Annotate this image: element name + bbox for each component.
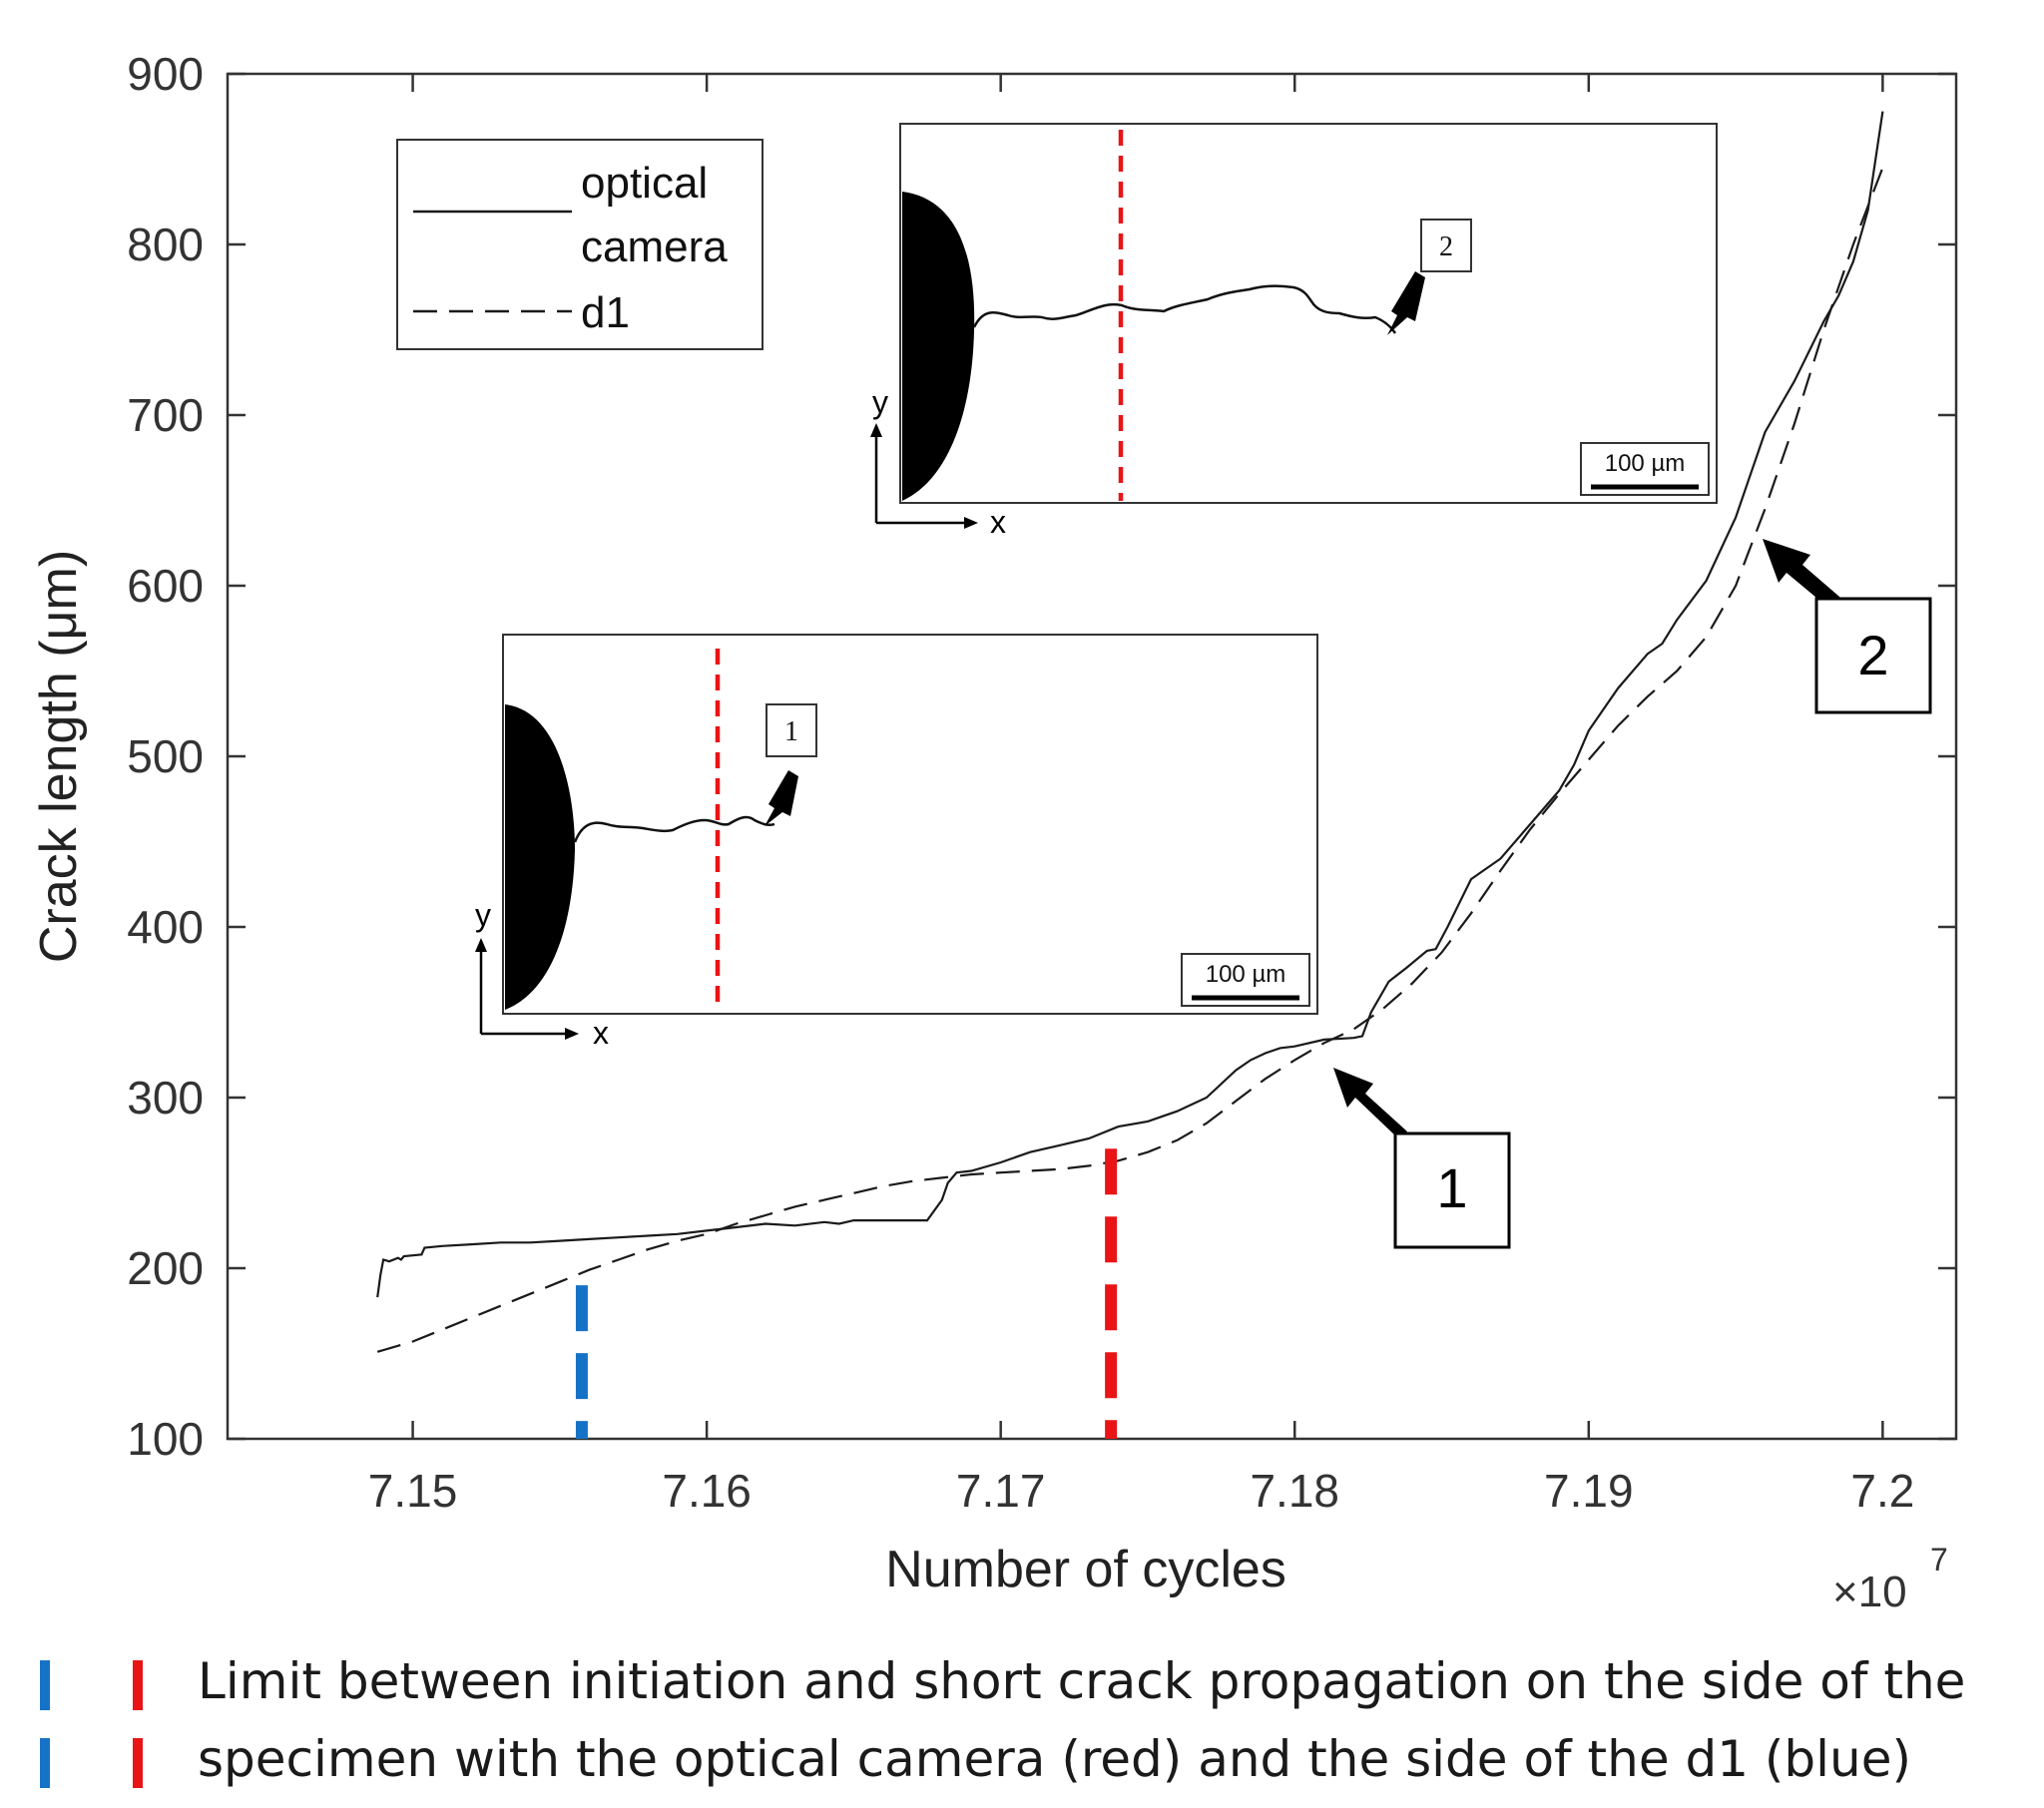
- inset-1-axis-y: y: [475, 897, 491, 933]
- inset-1-label: 1: [784, 716, 798, 747]
- callout-2-label: 2: [1857, 624, 1888, 686]
- inset-2-scale-text: 100 µm: [1605, 450, 1686, 477]
- x-tick-label: 7.15: [368, 1465, 458, 1517]
- inset-2-label: 2: [1439, 231, 1453, 262]
- x-tick-label: 7.16: [662, 1465, 752, 1517]
- inset-2-arrow: [1387, 271, 1425, 335]
- legend-label-optical: optical: [581, 159, 708, 208]
- legend: optical camera d1: [396, 139, 764, 350]
- legend-label-d1: d1: [581, 288, 630, 337]
- inset-1-crack-path: [573, 815, 775, 843]
- inset-2-axis-y: y: [872, 384, 888, 420]
- x-axis-label: Number of cycles: [885, 1541, 1286, 1598]
- x-axis-ticks: 7.15 7.16 7.17 7.18 7.19 7.2: [368, 74, 1914, 1517]
- caption-red-marker: [133, 1738, 143, 1788]
- caption-text-2: specimen with the optical camera (red) a…: [198, 1730, 1912, 1788]
- inset-2: 2 100 µm y x: [870, 123, 1718, 540]
- legend-label-camera: camera: [581, 223, 728, 271]
- y-tick-label: 100: [127, 1413, 204, 1465]
- inset-2-axis-x: x: [990, 504, 1006, 540]
- crack-length-chart: 7.15 7.16 7.17 7.18 7.19 7.2 100 200 300 400 500 6…: [30, 48, 1958, 1616]
- y-tick-label: 400: [127, 901, 204, 953]
- x-multiplier-exponent: 7: [1930, 1542, 1948, 1578]
- x-tick-label: 7.2: [1850, 1465, 1914, 1517]
- x-multiplier: ×10: [1832, 1568, 1907, 1616]
- y-tick-label: 500: [127, 730, 204, 782]
- inset-1: 1 100 µm y x: [475, 634, 1318, 1051]
- caption-blue-marker: [40, 1738, 50, 1788]
- inset-1-scale-text: 100 µm: [1206, 961, 1286, 988]
- x-tick-label: 7.18: [1250, 1465, 1339, 1517]
- inset-1-arrow: [765, 770, 798, 826]
- y-tick-label: 300: [127, 1072, 204, 1124]
- x-tick-label: 7.17: [956, 1465, 1046, 1517]
- series-optical-camera-line: [376, 111, 1884, 1298]
- inset-1-axis-x: x: [593, 1015, 609, 1051]
- y-tick-label: 600: [127, 560, 204, 612]
- callout-2: 2: [1763, 539, 1932, 714]
- caption-text-1: Limit between initiation and short crack…: [198, 1652, 1966, 1710]
- caption-red-marker: [133, 1660, 143, 1710]
- caption-line-2: specimen with the optical camera (red) a…: [40, 1724, 2026, 1800]
- y-axis-label: Crack length (μm): [30, 550, 88, 963]
- callout-1: 1: [1333, 1068, 1511, 1249]
- caption-line-1: Limit between initiation and short crack…: [40, 1646, 2026, 1722]
- y-tick-label: 900: [127, 48, 204, 100]
- callout-1-label: 1: [1436, 1156, 1467, 1219]
- caption-blue-marker: [40, 1660, 50, 1710]
- y-axis-ticks: 100 200 300 400 500 600 700 800 900: [127, 48, 1956, 1465]
- y-tick-label: 700: [127, 389, 204, 441]
- series-d1-line: [376, 167, 1884, 1353]
- callout-1-arrow: [1333, 1068, 1407, 1137]
- y-tick-label: 800: [127, 219, 204, 270]
- inset-2-crack-path: [972, 284, 1397, 334]
- inset-2-notch: [902, 192, 975, 501]
- inset-1-notch: [505, 704, 575, 1010]
- x-tick-label: 7.19: [1544, 1465, 1634, 1517]
- callout-2-arrow: [1763, 539, 1846, 613]
- y-tick-label: 200: [127, 1242, 204, 1294]
